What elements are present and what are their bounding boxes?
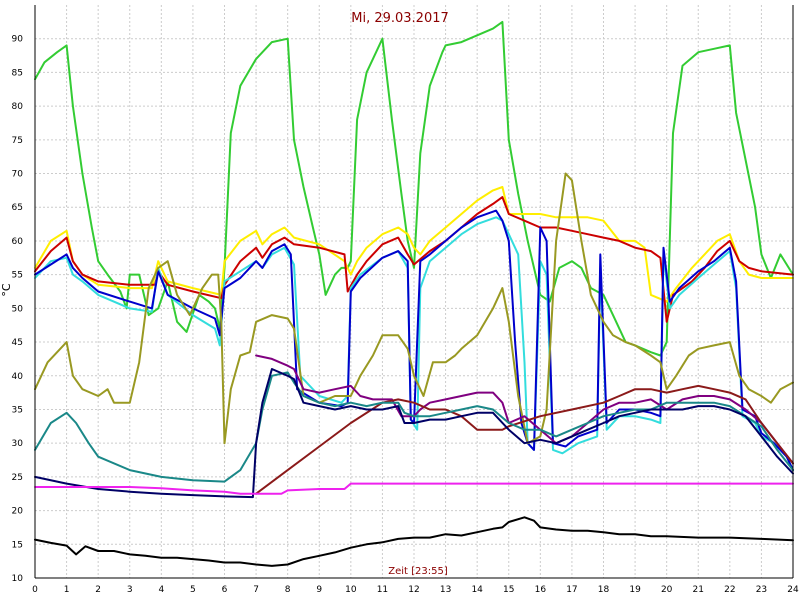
x-tick-label: 21 xyxy=(693,585,704,595)
y-tick-label: 35 xyxy=(12,405,23,415)
y-tick-label: 40 xyxy=(12,372,24,382)
x-tick-label: 22 xyxy=(724,585,735,595)
x-tick-label: 13 xyxy=(440,585,451,595)
y-tick-label: 15 xyxy=(12,540,23,550)
x-tick-label: 23 xyxy=(756,585,767,595)
series-line-8 xyxy=(255,384,794,495)
x-tick-label: 2 xyxy=(95,585,101,595)
series-line-3 xyxy=(34,196,794,323)
x-tick-label: 4 xyxy=(158,585,164,595)
x-tick-label: 24 xyxy=(787,585,799,595)
series-group xyxy=(34,20,794,567)
y-tick-label: 80 xyxy=(12,102,24,112)
series-line-5 xyxy=(34,209,794,472)
x-tick-label: 8 xyxy=(285,585,291,595)
y-tick-labels: 10 15 20 25 30 35 40 45 50 55 60 65 70 75 80 85 90 xyxy=(12,35,24,584)
y-tick-label: 50 xyxy=(12,304,24,314)
x-tick-label: 6 xyxy=(222,585,228,595)
x-tick-label: 16 xyxy=(535,585,547,595)
series-line-1 xyxy=(34,20,794,357)
series-line-10 xyxy=(34,368,794,499)
x-tick-label: 10 xyxy=(345,585,357,595)
y-tick-label: 10 xyxy=(12,574,24,584)
x-tick-labels: 0 1 2 3 4 5 6 7 8 9 10 11 12 13 14 15 16 17 18 19 20 21 22 23 24 xyxy=(32,585,799,595)
series-line-12 xyxy=(34,516,794,567)
y-tick-label: 20 xyxy=(12,507,24,517)
y-axis-label: °C xyxy=(0,283,13,297)
chart-title: Mi, 29.03.2017 xyxy=(351,11,449,26)
x-tick-label: 18 xyxy=(598,585,610,595)
x-tick-label: 5 xyxy=(190,585,196,595)
y-tick-label: 85 xyxy=(12,68,23,78)
y-tick-label: 45 xyxy=(12,338,23,348)
x-tick-label: 3 xyxy=(127,585,133,595)
x-tick-label: 7 xyxy=(253,585,259,595)
x-tick-label: 20 xyxy=(661,585,673,595)
series-line-7 xyxy=(255,354,794,465)
y-tick-label: 90 xyxy=(12,35,24,45)
series-line-9 xyxy=(34,371,794,483)
y-tick-label: 70 xyxy=(12,170,24,180)
y-tick-label: 60 xyxy=(12,237,24,247)
x-tick-label: 1 xyxy=(64,585,70,595)
x-tick-label: 9 xyxy=(316,585,322,595)
x-tick-label: 15 xyxy=(503,585,514,595)
y-tick-label: 75 xyxy=(12,136,23,146)
x-tick-label: 14 xyxy=(471,585,483,595)
series-line-11 xyxy=(34,482,794,495)
x-tick-label: 17 xyxy=(566,585,577,595)
x-tick-label: 19 xyxy=(629,585,641,595)
y-tick-label: 55 xyxy=(12,271,23,281)
x-tick-label: 11 xyxy=(377,585,388,595)
y-tick-label: 30 xyxy=(12,439,24,449)
y-tick-label: 25 xyxy=(12,473,23,483)
y-tick-label: 65 xyxy=(12,203,23,213)
x-axis-label: Zeit [23:55] xyxy=(388,566,448,577)
axes xyxy=(34,5,794,579)
series-line-6 xyxy=(34,172,794,445)
x-tick-label: 12 xyxy=(408,585,419,595)
x-tick-label: 0 xyxy=(32,585,38,595)
